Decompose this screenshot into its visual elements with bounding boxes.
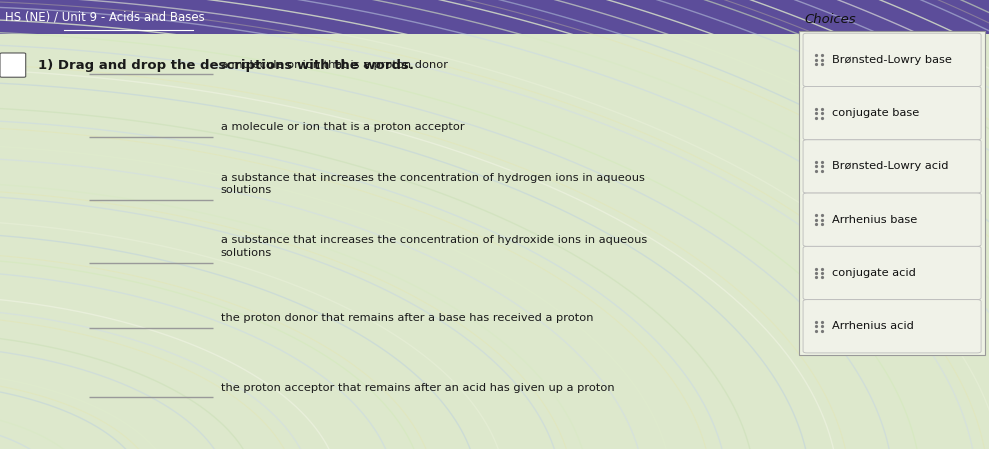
- Text: a molecule or ion that is a proton acceptor: a molecule or ion that is a proton accep…: [221, 123, 464, 132]
- Text: 1) Drag and drop the descriptions with the words.: 1) Drag and drop the descriptions with t…: [38, 59, 413, 71]
- FancyBboxPatch shape: [0, 0, 989, 34]
- FancyBboxPatch shape: [803, 193, 981, 247]
- Text: Brønsted-Lowry acid: Brønsted-Lowry acid: [832, 162, 948, 172]
- Text: a substance that increases the concentration of hydroxide ions in aqueous
soluti: a substance that increases the concentra…: [221, 235, 647, 258]
- FancyBboxPatch shape: [803, 33, 981, 87]
- Text: Choices: Choices: [804, 13, 855, 26]
- Text: conjugate base: conjugate base: [832, 108, 919, 118]
- FancyBboxPatch shape: [803, 140, 981, 193]
- Text: a molecule or ion that is a proton donor: a molecule or ion that is a proton donor: [221, 60, 448, 70]
- Text: the proton donor that remains after a base has received a proton: the proton donor that remains after a ba…: [221, 313, 593, 323]
- Text: Brønsted-Lowry base: Brønsted-Lowry base: [832, 55, 951, 65]
- Text: Arrhenius base: Arrhenius base: [832, 215, 917, 224]
- Text: a substance that increases the concentration of hydrogen ions in aqueous
solutio: a substance that increases the concentra…: [221, 172, 645, 195]
- Text: HS (NE) / Unit 9 - Acids and Bases: HS (NE) / Unit 9 - Acids and Bases: [5, 10, 205, 23]
- Text: the proton acceptor that remains after an acid has given up a proton: the proton acceptor that remains after a…: [221, 383, 614, 393]
- FancyBboxPatch shape: [803, 247, 981, 299]
- FancyBboxPatch shape: [0, 53, 26, 77]
- Text: Arrhenius acid: Arrhenius acid: [832, 321, 914, 331]
- FancyBboxPatch shape: [803, 87, 981, 140]
- FancyBboxPatch shape: [803, 299, 981, 353]
- Text: conjugate acid: conjugate acid: [832, 268, 916, 278]
- FancyBboxPatch shape: [799, 31, 985, 355]
